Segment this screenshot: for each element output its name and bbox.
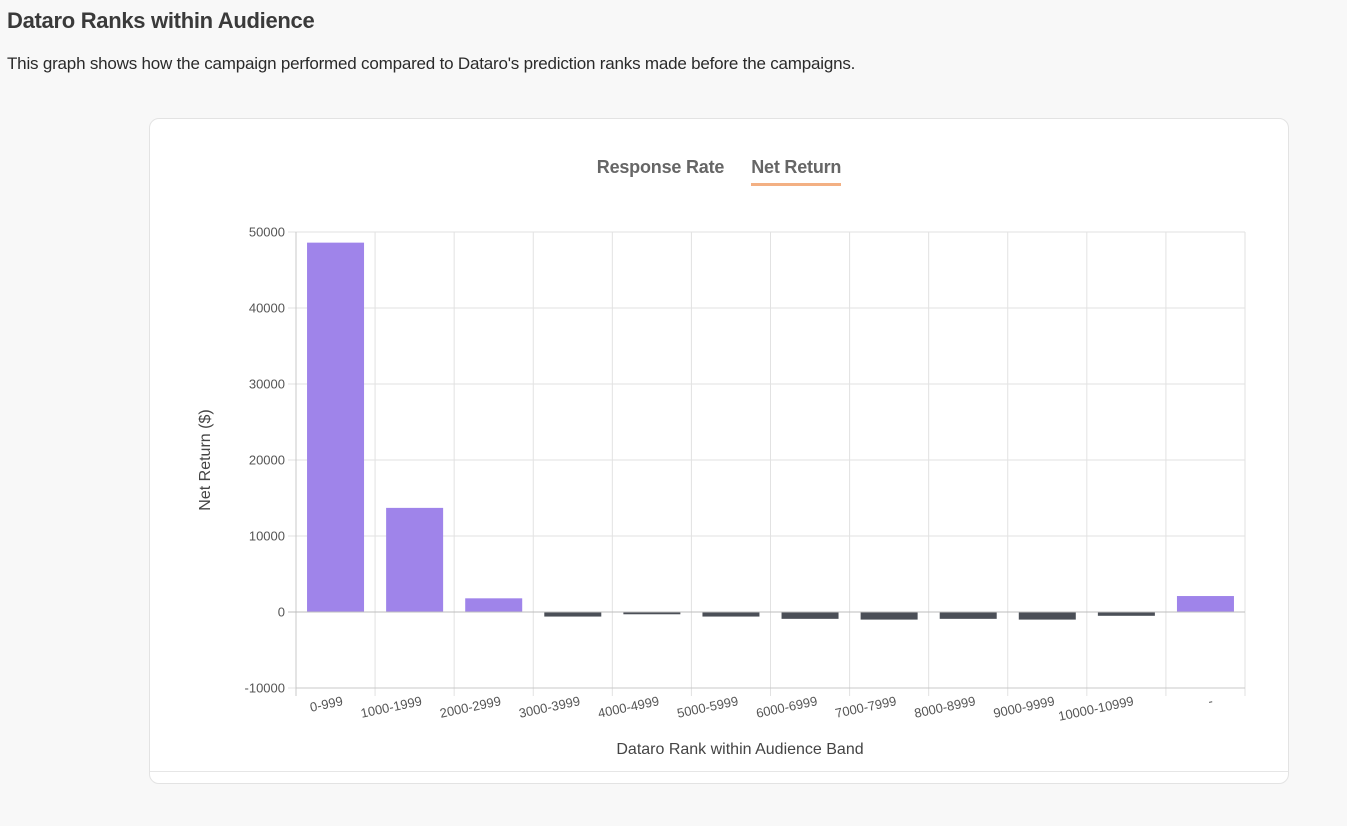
bar-3000-3999[interactable] <box>544 612 602 617</box>
y-tick-label: 0 <box>278 605 285 620</box>
bar-6000-6999[interactable] <box>781 612 839 619</box>
y-tick-label: 40000 <box>249 301 285 316</box>
x-tick-label: 10000-10999 <box>1057 693 1135 724</box>
x-axis-title: Dataro Rank within Audience Band <box>616 741 863 758</box>
page-title: Dataro Ranks within Audience <box>7 8 315 33</box>
tab-response-rate[interactable]: Response Rate <box>596 157 725 177</box>
x-tick-label: 6000-6999 <box>755 693 819 721</box>
bar-8000-8999[interactable] <box>939 612 997 619</box>
page-description: This graph shows how the campaign perfor… <box>7 54 856 73</box>
y-tick-label: 20000 <box>249 453 285 468</box>
x-tick-label: 2000-2999 <box>438 693 502 721</box>
x-tick-label: 5000-5999 <box>676 693 740 721</box>
x-tick-label: 0-999 <box>309 693 345 715</box>
bar-9000-9999[interactable] <box>1018 612 1076 620</box>
x-tick-label: 1000-1999 <box>359 693 423 721</box>
bar-chart: 50000 40000 30000 20000 10000 0 -10000 0-999 10… <box>197 225 1246 758</box>
x-axis-ticks: 0-999 1000-1999 2000-2999 3000-3999 4000-499… <box>309 693 1215 724</box>
bar-4000-4999[interactable] <box>623 612 681 615</box>
x-tick-label: 7000-7999 <box>834 693 898 721</box>
bar-1000-1999[interactable] <box>386 507 444 612</box>
bar-2000-2999[interactable] <box>465 598 523 612</box>
bars <box>307 242 1234 620</box>
chart-tabs: Response Rate Net Return <box>150 157 1288 186</box>
x-tick-label: 9000-9999 <box>992 693 1056 721</box>
y-tick-label: 30000 <box>249 377 285 392</box>
y-tick-label: 50000 <box>249 225 285 240</box>
bar-[interactable] <box>1176 596 1234 612</box>
y-axis-title: Net Return ($) <box>197 409 214 510</box>
bar-0-999[interactable] <box>307 242 365 612</box>
y-axis-ticks: 50000 40000 30000 20000 10000 0 -10000 <box>245 225 285 696</box>
chart-card: Response Rate Net Return 50000 40000 30000… <box>149 118 1289 784</box>
y-tick-label: 10000 <box>249 529 285 544</box>
grid-lines <box>288 231 1246 696</box>
tab-net-return[interactable]: Net Return <box>751 157 841 186</box>
x-tick-label: - <box>1207 693 1214 709</box>
axis-lines <box>288 232 1245 696</box>
x-tick-label: 4000-4999 <box>597 693 661 721</box>
x-tick-label: 3000-3999 <box>517 693 581 721</box>
x-tick-label: 8000-8999 <box>913 693 977 721</box>
bar-5000-5999[interactable] <box>702 612 760 617</box>
card-footer-divider <box>150 771 1288 772</box>
bar-7000-7999[interactable] <box>860 612 918 620</box>
bar-10000-10999[interactable] <box>1097 612 1155 616</box>
y-tick-label: -10000 <box>245 681 285 696</box>
